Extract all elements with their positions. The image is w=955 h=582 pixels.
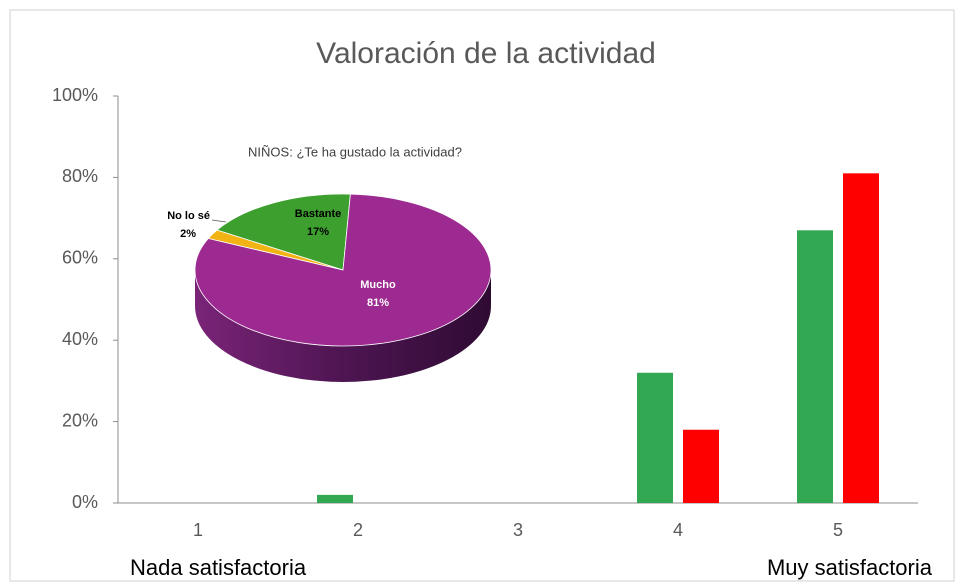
x-tick-label: 1 (193, 520, 203, 540)
y-tick-label: 40% (62, 329, 98, 349)
pie-slice (194, 193, 492, 347)
y-tick-label: 100% (52, 85, 98, 105)
annotation: Muy satisfactoria (767, 555, 933, 580)
bar (317, 494, 353, 503)
bar (797, 230, 833, 503)
pie-value-label: 17% (307, 226, 329, 238)
leader-line (211, 219, 227, 223)
x-tick-label: 5 (833, 520, 843, 540)
annotation: Nada satisfactoria (130, 555, 307, 580)
chart-title: Valoración de la actividad (316, 37, 656, 70)
x-tick-label: 3 (513, 520, 523, 540)
y-tick-label: 60% (62, 248, 98, 268)
pie-value-label: 2% (180, 228, 196, 240)
pie-side (195, 270, 491, 382)
bar (843, 173, 879, 503)
pie-title: NIÑOS: ¿Te ha gustado la actividad? (248, 144, 462, 159)
y-tick-label: 80% (62, 166, 98, 186)
x-tick-label: 2 (353, 520, 363, 540)
y-tick-label: 20% (62, 410, 98, 430)
pie-label: Mucho (360, 279, 396, 291)
bar (683, 429, 719, 503)
x-tick-label: 4 (673, 520, 683, 540)
pie-slice (216, 193, 351, 271)
y-tick-label: 0% (72, 492, 98, 512)
pie-label: Bastante (295, 208, 341, 220)
pie-label: No lo sé (167, 210, 210, 222)
pie-value-label: 81% (367, 297, 389, 309)
bar (637, 372, 673, 503)
